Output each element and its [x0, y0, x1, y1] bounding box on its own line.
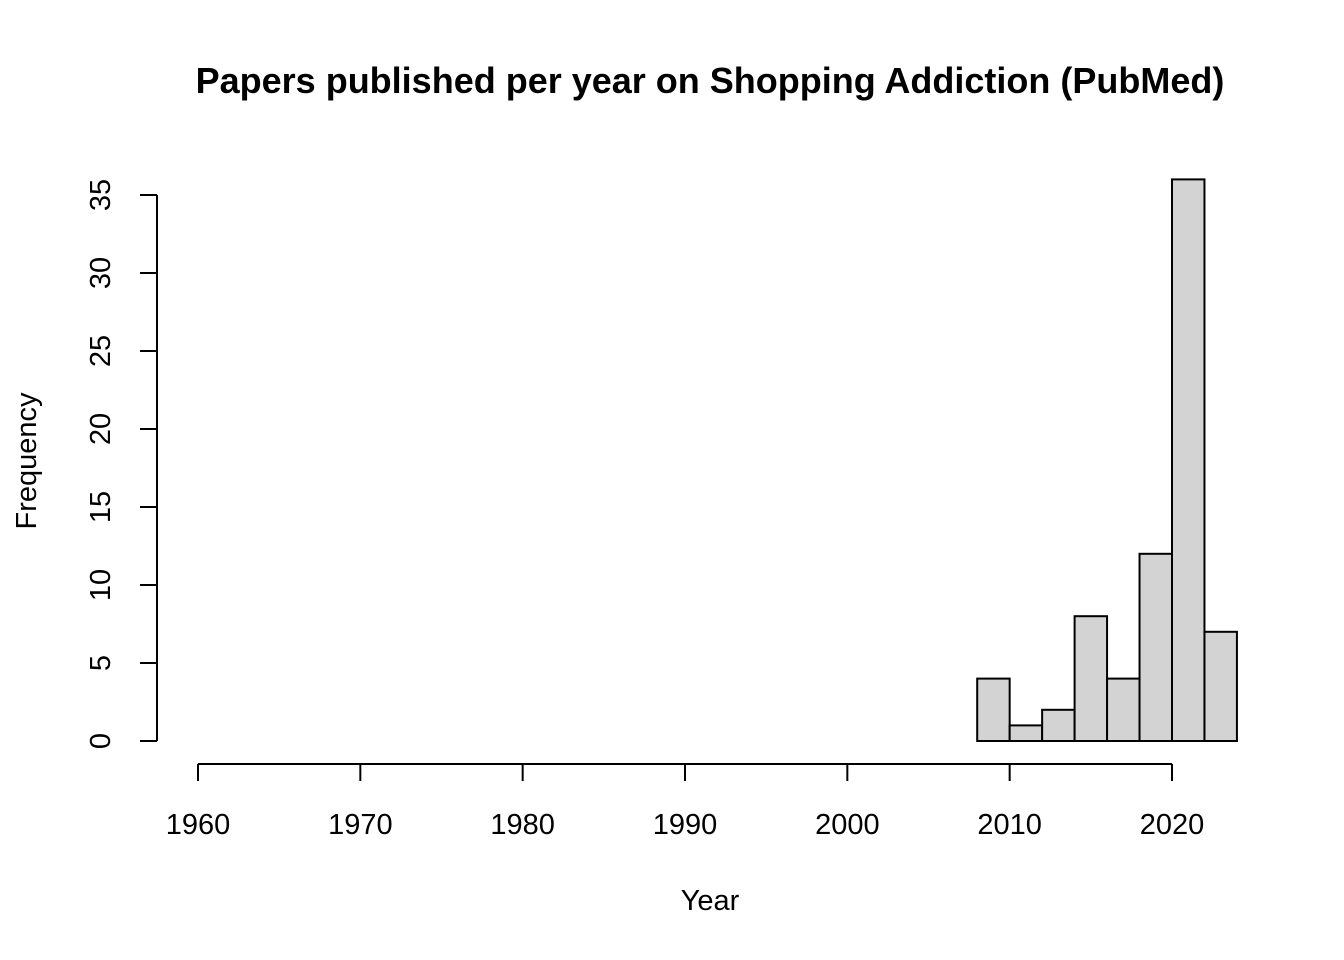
x-tick-label: 2020: [1140, 809, 1205, 841]
histogram-bar: [1203, 630, 1238, 742]
y-tick-label: 30: [85, 257, 117, 289]
x-tick-label: 2010: [977, 809, 1042, 841]
y-tick-label: 0: [85, 733, 117, 749]
histogram-bar: [1041, 708, 1076, 742]
x-tick-label: 2000: [815, 809, 880, 841]
y-axis-label: Frequency: [11, 392, 43, 530]
histogram-bar: [1008, 724, 1044, 743]
histogram-bar: [1138, 552, 1173, 742]
y-tick-label: 35: [85, 179, 117, 211]
histogram-bar: [1106, 677, 1141, 742]
histogram-bar: [1073, 615, 1109, 743]
x-tick-label: 1990: [653, 809, 718, 841]
histogram-bar: [976, 677, 1011, 742]
x-axis: 1960 1970 1980 1990 2000 2010 2020: [166, 763, 1205, 841]
y-tick-label: 15: [85, 491, 117, 523]
x-axis-label: Year: [681, 885, 740, 917]
x-tick-label: 1980: [490, 809, 555, 841]
x-tick-label: 1960: [166, 809, 231, 841]
x-tick-label: 1970: [328, 809, 393, 841]
y-tick-label: 5: [85, 655, 117, 671]
bars-group: [976, 178, 1238, 743]
y-tick-label: 25: [85, 335, 117, 367]
y-tick-label: 10: [85, 569, 117, 601]
y-tick-label: 20: [85, 413, 117, 445]
chart-title: Papers published per year on Shopping Ad…: [196, 60, 1225, 101]
y-axis: 0 5 10 15 20 25 30 35: [85, 179, 158, 749]
histogram-bar: [1171, 178, 1206, 742]
